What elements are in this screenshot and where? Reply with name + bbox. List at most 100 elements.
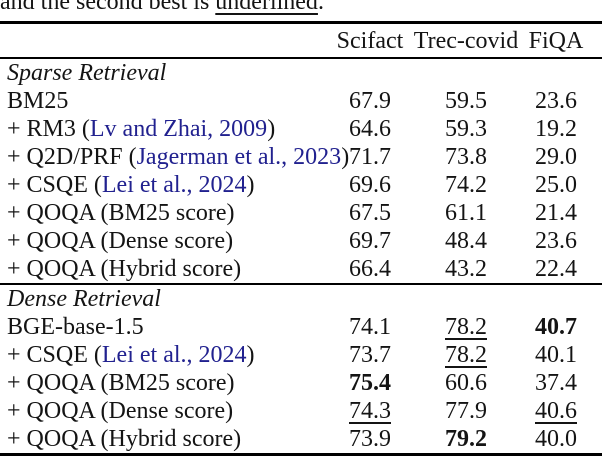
- metric-cell: 69.6: [330, 171, 410, 199]
- metric-cell: 40.7: [522, 313, 590, 341]
- metric-value: 77.9: [445, 398, 487, 424]
- table-top-rule: [0, 21, 602, 24]
- metric-value: 64.6: [349, 116, 391, 142]
- metric-value: 71.7: [349, 144, 391, 170]
- metric-cell: 59.3: [410, 115, 522, 143]
- row-label: + QOQA (Hybrid score): [7, 426, 242, 452]
- metric-value: 40.7: [535, 314, 577, 340]
- metric-cell: 74.1: [330, 313, 410, 341]
- metric-value: 60.6: [445, 370, 487, 396]
- section-title-row: Dense Retrieval: [0, 285, 602, 313]
- metric-cell: 43.2: [410, 255, 522, 283]
- row-label: + RM3 (Lv and Zhai, 2009): [7, 116, 276, 142]
- metric-cell: 73.8: [410, 143, 522, 171]
- metric-value: 66.4: [349, 256, 391, 282]
- metric-value: 21.4: [535, 200, 577, 226]
- metric-cell: 77.9: [410, 397, 522, 425]
- table-row: + QOQA (BM25 score) 75.4 60.6 37.4: [0, 369, 602, 397]
- metric-value: 79.2: [445, 426, 487, 452]
- metric-value: 23.6: [535, 88, 577, 114]
- metric-cell: 74.2: [410, 171, 522, 199]
- metric-value: 61.1: [445, 200, 487, 226]
- metric-value: 73.8: [445, 144, 487, 170]
- metric-value: 40.1: [535, 342, 577, 368]
- metric-cell: 40.1: [522, 341, 590, 369]
- metric-value: 25.0: [535, 172, 577, 198]
- column-header-scifact: Scifact: [336, 28, 404, 54]
- metric-value: 74.2: [445, 172, 487, 198]
- column-header-trec-covid: Trec-covid: [413, 28, 519, 54]
- metric-value: 22.4: [535, 256, 577, 282]
- metric-cell: 40.0: [522, 425, 590, 453]
- table-header-row: Scifact Trec-covid FiQA: [0, 24, 602, 57]
- metric-cell: 21.4: [522, 199, 590, 227]
- row-label: + CSQE (Lei et al., 2024): [7, 342, 255, 368]
- metric-cell: 78.2: [410, 341, 522, 369]
- metric-cell: 64.6: [330, 115, 410, 143]
- section-title: Sparse Retrieval: [7, 60, 167, 86]
- table-row: + QOQA (BM25 score) 67.5 61.1 21.4: [0, 199, 602, 227]
- table-row: BM25 67.9 59.5 23.6: [0, 87, 602, 115]
- metric-cell: 67.9: [330, 87, 410, 115]
- caption-text: and the second best is underlined.: [0, 0, 602, 21]
- metric-value: 73.9: [349, 426, 391, 452]
- citation-link[interactable]: Lei et al., 2024: [101, 342, 247, 368]
- row-label: + QOQA (Dense score): [7, 398, 234, 424]
- metric-value: 78.2: [445, 314, 487, 340]
- section-title-row: Sparse Retrieval: [0, 59, 602, 87]
- table-row: + CSQE (Lei et al., 2024) 69.6 74.2 25.0: [0, 171, 602, 199]
- metric-value: 69.7: [349, 228, 391, 254]
- metric-cell: 22.4: [522, 255, 590, 283]
- metric-value: 19.2: [535, 116, 577, 142]
- metric-cell: 23.6: [522, 87, 590, 115]
- table-row: + QOQA (Hybrid score) 73.9 79.2 40.0: [0, 425, 602, 453]
- section-title: Dense Retrieval: [7, 286, 161, 312]
- row-label: + QOQA (Hybrid score): [7, 256, 242, 282]
- table-row: + QOQA (Hybrid score) 66.4 43.2 22.4: [0, 255, 602, 283]
- header-rule: [0, 57, 602, 59]
- metric-cell: 37.4: [522, 369, 590, 397]
- metric-cell: 66.4: [330, 255, 410, 283]
- metric-value: 69.6: [349, 172, 391, 198]
- metric-cell: 29.0: [522, 143, 590, 171]
- table-bottom-rule: [0, 453, 602, 456]
- column-header-fiqa: FiQA: [528, 28, 584, 54]
- metric-cell: 59.5: [410, 87, 522, 115]
- metric-value: 37.4: [535, 370, 577, 396]
- metric-value: 40.0: [535, 426, 577, 452]
- metric-value: 74.1: [349, 314, 391, 340]
- row-label: + QOQA (Dense score): [7, 228, 234, 254]
- citation-link[interactable]: Lei et al., 2024: [101, 172, 247, 198]
- metric-value: 43.2: [445, 256, 487, 282]
- metric-value: 23.6: [535, 228, 577, 254]
- metric-cell: 61.1: [410, 199, 522, 227]
- metric-value: 59.5: [445, 88, 487, 114]
- metric-value: 67.9: [349, 88, 391, 114]
- metric-cell: 67.5: [330, 199, 410, 227]
- metric-cell: 25.0: [522, 171, 590, 199]
- metric-value: 67.5: [349, 200, 391, 226]
- table-row: BGE-base-1.5 74.1 78.2 40.7: [0, 313, 602, 341]
- table-row: + QOQA (Dense score) 74.3 77.9 40.6: [0, 397, 602, 425]
- caption-suffix: .: [317, 0, 324, 15]
- metric-value: 73.7: [349, 342, 391, 368]
- metric-cell: 73.7: [330, 341, 410, 369]
- metric-value: 74.3: [349, 398, 391, 424]
- metric-cell: 23.6: [522, 227, 590, 255]
- metric-value: 48.4: [445, 228, 487, 254]
- table-row: + QOQA (Dense score) 69.7 48.4 23.6: [0, 227, 602, 255]
- metric-cell: 75.4: [330, 369, 410, 397]
- table-row: + Q2D/PRF (Jagerman et al., 2023) 71.7 73.…: [0, 143, 602, 171]
- row-label: + QOQA (BM25 score): [7, 200, 235, 226]
- citation-link[interactable]: Jagerman et al., 2023: [136, 144, 342, 170]
- metric-value: 29.0: [535, 144, 577, 170]
- table-row: + RM3 (Lv and Zhai, 2009) 64.6 59.3 19.2: [0, 115, 602, 143]
- metric-cell: 48.4: [410, 227, 522, 255]
- metric-cell: 74.3: [330, 397, 410, 425]
- metric-cell: 69.7: [330, 227, 410, 255]
- row-label: + Q2D/PRF (Jagerman et al., 2023): [7, 144, 350, 170]
- caption-underlined-word: underlined: [215, 0, 318, 15]
- row-label: BGE-base-1.5: [7, 314, 144, 340]
- citation-link[interactable]: Lv and Zhai, 2009: [89, 116, 268, 142]
